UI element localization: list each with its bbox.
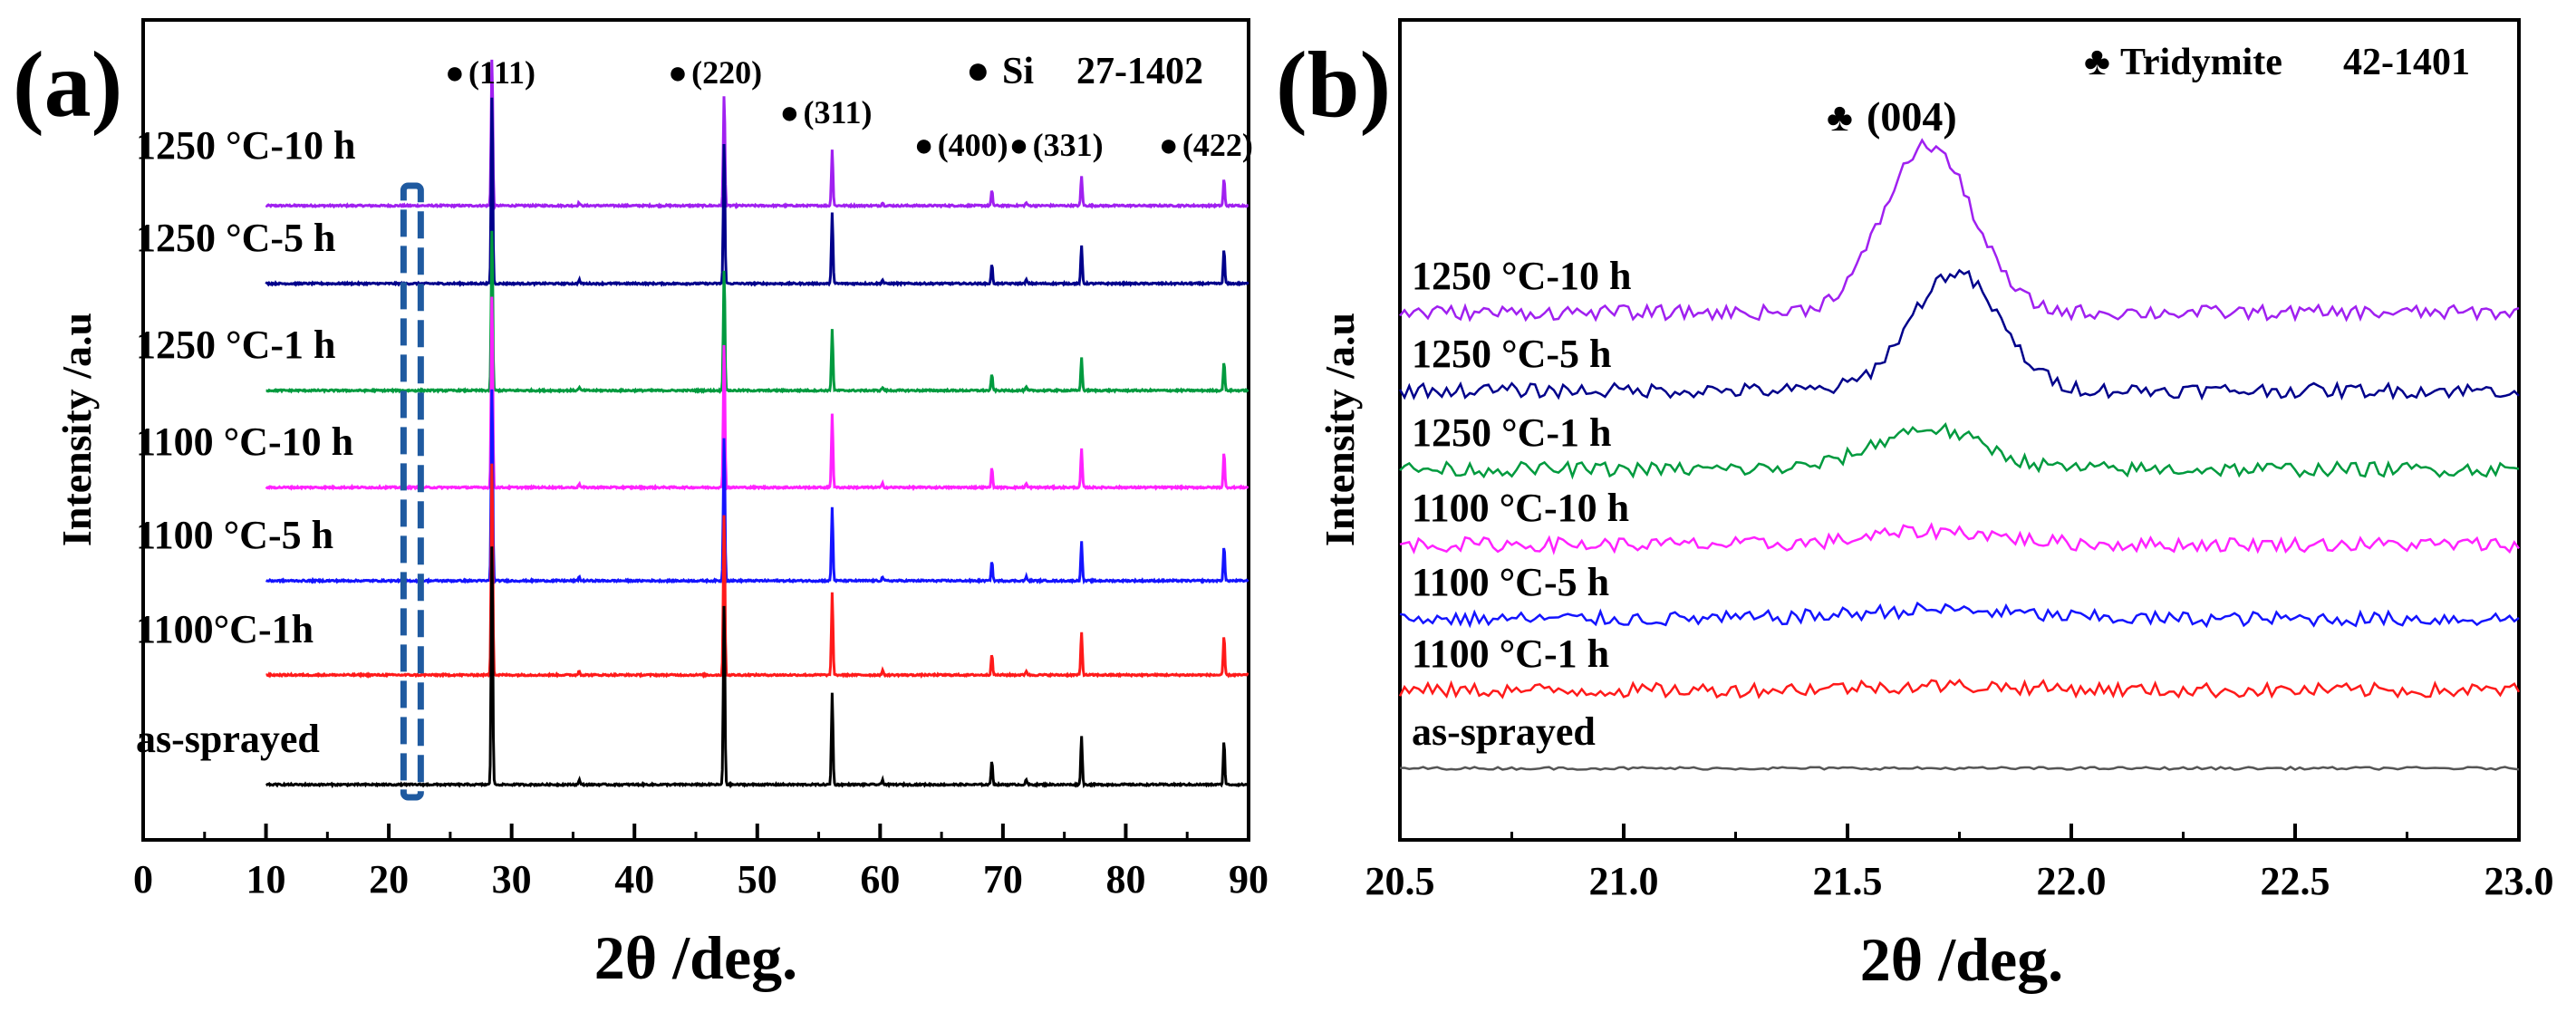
trace-a-1250-c-10-h — [265, 59, 1249, 211]
series-label-b: 1250 °C-1 h — [1412, 410, 1612, 455]
peak-marker: ● — [445, 54, 465, 91]
trace-a-1250-c-1-h — [265, 230, 1249, 395]
panel-a-peak-labels: ● (111) ● (220)● (311)● (400) ● (331) ● (422) — [445, 54, 1253, 163]
x-tick-label: 70 — [983, 857, 1023, 901]
peak-marker: ● — [668, 54, 688, 91]
panel-a-series-labels: 1250 °C-10 h 1250 °C-5 h 1250 °C-1 h 1100 °… — [136, 123, 356, 761]
x-tick-label: 60 — [860, 857, 900, 901]
x-tick-label: 40 — [614, 857, 654, 901]
trace-b-1100-c-5-h — [1399, 601, 2520, 629]
peak-hkl-label: (111) — [468, 54, 535, 91]
x-tick-label: 10 — [246, 857, 286, 901]
series-label-a: as-sprayed — [136, 717, 320, 761]
series-label-b: 1100 °C-1 h — [1412, 632, 1609, 676]
panel-b-xlabel: 2θ /deg. — [1860, 925, 2063, 994]
x-tick-label: 21.0 — [1589, 859, 1659, 903]
si-reference-card: 27-1402 — [1076, 51, 1203, 92]
peak-004-hkl: (004) — [1867, 93, 1957, 140]
trace-b-1250-c-1-h — [1399, 422, 2520, 480]
si-reference-marker: ● — [966, 48, 990, 92]
peak-marker: ● — [779, 94, 799, 130]
series-label-a: 1100 °C-5 h — [136, 513, 333, 557]
si-reference-legend: ● Si 27-1402 — [966, 48, 1203, 92]
panel-a-x-ticks: 0 10 20 30 40 50 60 70 80 90 — [133, 824, 1269, 901]
trace-b-1100-c-10-h — [1399, 522, 2521, 555]
x-tick-label: 80 — [1105, 857, 1145, 901]
peak-004-label: ♣ (004) — [1827, 93, 1957, 140]
series-label-a: 1250 °C-5 h — [136, 216, 336, 260]
peak-hkl-label: (422) — [1182, 127, 1253, 163]
x-tick-label: 22.5 — [2261, 859, 2330, 903]
peak-marker: ● — [1009, 127, 1029, 163]
panel-a-ylabel: Intensity /a.u — [53, 313, 100, 546]
panel-b: (b) 20.5 21.0 21.5 22.0 22.5 23.0 1250 °C-10 … — [1276, 18, 2554, 994]
trace-b-1250-c-10-h — [1399, 138, 2520, 323]
peak-marker: ● — [1159, 127, 1179, 163]
si-reference-phase: Si — [1002, 51, 1034, 92]
x-tick-label: 30 — [492, 857, 532, 901]
tridymite-reference-marker: ♣ — [2084, 39, 2110, 83]
panel-b-x-ticks: 20.5 21.0 21.5 22.0 22.5 23.0 — [1365, 824, 2554, 903]
series-label-a: 1100 °C-10 h — [136, 419, 353, 464]
x-tick-label: 90 — [1229, 857, 1269, 901]
x-tick-label: 23.0 — [2484, 859, 2554, 903]
trace-a-1100-c-1h — [265, 463, 1249, 680]
peak-hkl-label: (400) — [938, 127, 1008, 163]
panel-a: (a) 0 10 20 30 40 50 60 70 80 90 1250 °C-10 h1250… — [13, 18, 1269, 992]
tridymite-reference-phase: Tridymite — [2120, 42, 2282, 83]
peak-hkl-label: (331) — [1033, 127, 1104, 163]
series-label-b: 1250 °C-10 h — [1412, 254, 1632, 298]
panel-b-ylabel: Intensity /a.u — [1317, 313, 1363, 546]
panel-a-traces — [265, 59, 1249, 789]
trace-a-1100-c-10-h — [265, 296, 1249, 492]
peak-hkl-label: (220) — [691, 54, 762, 91]
series-label-a: 1250 °C-10 h — [136, 123, 356, 168]
series-label-b: 1100 °C-10 h — [1412, 486, 1629, 530]
trace-a-1100-c-5-h — [265, 389, 1249, 585]
trace-b-1100-c-1-h — [1398, 678, 2521, 699]
x-tick-label: 22.0 — [2037, 859, 2107, 903]
panel-b-series-labels: 1250 °C-10 h 1250 °C-5 h 1250 °C-1 h 1100 °… — [1412, 254, 1632, 754]
trace-b-1250-c-5-h — [1398, 268, 2520, 401]
panel-a-label: (a) — [13, 33, 122, 137]
highlight-box — [400, 182, 424, 801]
series-label-a: 1250 °C-1 h — [136, 323, 336, 367]
x-tick-label: 20 — [369, 857, 409, 901]
peak-004-marker: ♣ — [1827, 95, 1853, 140]
panel-b-label: (b) — [1276, 33, 1391, 137]
x-tick-label: 50 — [738, 857, 777, 901]
x-tick-label: 21.5 — [1813, 859, 1883, 903]
series-label-b: as-sprayed — [1412, 709, 1596, 754]
tridymite-reference-legend: ♣ Tridymite 42-1401 — [2084, 39, 2470, 83]
series-label-b: 1250 °C-5 h — [1412, 332, 1612, 376]
peak-hkl-label: (311) — [803, 94, 872, 130]
peak-marker: ● — [914, 127, 934, 163]
tridymite-reference-card: 42-1401 — [2343, 42, 2470, 83]
series-label-b: 1100 °C-5 h — [1412, 560, 1609, 604]
series-label-a: 1100°C-1h — [136, 607, 314, 651]
trace-b-as-sprayed — [1399, 766, 2520, 771]
trace-a-1250-c-5-h — [265, 97, 1249, 288]
panel-b-traces — [1398, 138, 2521, 771]
x-tick-label: 0 — [133, 857, 153, 901]
panel-a-xlabel: 2θ /deg. — [594, 923, 797, 992]
trace-a-as-sprayed — [265, 546, 1249, 789]
x-tick-label: 20.5 — [1365, 859, 1435, 903]
